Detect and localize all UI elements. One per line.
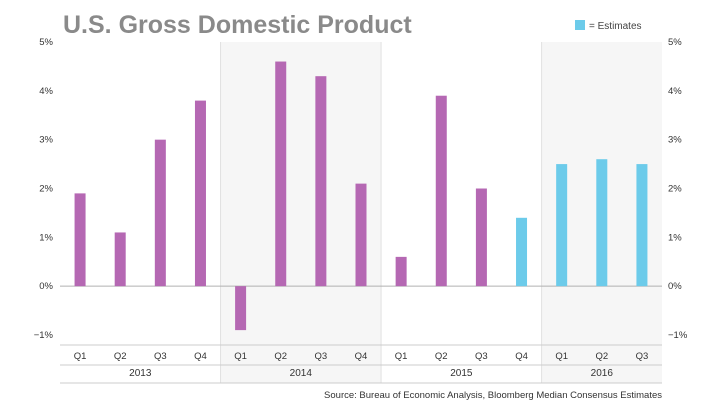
category-label: Q1 — [395, 351, 408, 362]
bar — [154, 139, 166, 287]
category-label: Q3 — [636, 351, 649, 362]
bar — [596, 159, 608, 287]
chart-title: U.S. Gross Domestic Product — [63, 11, 412, 39]
y-axis-right: −1% 0% 1% 2% 3% 4% 5% — [668, 37, 688, 341]
year-label: 2015 — [450, 368, 473, 379]
legend-label: = Estimates — [589, 21, 642, 32]
y-tick-label-left: 3% — [39, 135, 53, 146]
bar — [435, 95, 447, 287]
year-panel-2013 — [60, 42, 221, 383]
year-label: 2016 — [591, 368, 614, 379]
y-tick-label-right: 3% — [668, 135, 682, 146]
category-label: Q4 — [515, 351, 528, 362]
x-axis-years: 2013 2014 2015 2016 — [129, 368, 613, 379]
category-label: Q3 — [475, 351, 488, 362]
bar — [355, 183, 367, 287]
category-label: Q2 — [274, 351, 287, 362]
y-tick-label-right: 4% — [668, 86, 682, 97]
category-label: Q4 — [355, 351, 368, 362]
category-label: Q2 — [435, 351, 448, 362]
legend-swatch — [575, 20, 585, 30]
y-tick-label-right: 5% — [668, 37, 682, 48]
bar — [475, 188, 487, 287]
bar — [235, 286, 247, 331]
bar — [275, 61, 287, 287]
y-tick-label-right: 2% — [668, 184, 682, 195]
year-panel-2014 — [220, 42, 382, 383]
year-label: 2013 — [129, 368, 152, 379]
legend: = Estimates — [575, 20, 642, 32]
category-label: Q1 — [74, 351, 87, 362]
y-axis-left: −1% 0% 1% 2% 3% 4% 5% — [34, 37, 54, 341]
year-panel-2015 — [381, 42, 542, 383]
bar — [395, 256, 407, 287]
bar — [636, 164, 648, 287]
bar — [516, 217, 528, 287]
y-tick-label-left: 0% — [39, 281, 53, 292]
category-label: Q3 — [154, 351, 167, 362]
y-tick-label-left: 2% — [39, 184, 53, 195]
bar — [74, 193, 86, 287]
y-tick-label-left: 4% — [39, 86, 53, 97]
y-tick-label-left: 5% — [39, 37, 53, 48]
y-tick-label-right: 1% — [668, 232, 682, 243]
y-tick-label-right: 0% — [668, 281, 682, 292]
category-label: Q1 — [234, 351, 247, 362]
x-axis-categories: Q1 Q2 Q3 Q4 Q1 Q2 Q3 Q4 Q1 Q2 Q3 Q4 Q1 Q2 Q3 — [74, 351, 649, 362]
bar — [114, 232, 126, 287]
category-label: Q2 — [114, 351, 127, 362]
y-tick-label-right: −1% — [668, 330, 688, 341]
bars — [74, 61, 648, 331]
bar — [556, 164, 568, 287]
category-label: Q1 — [555, 351, 568, 362]
y-tick-label-left: −1% — [34, 330, 54, 341]
y-tick-label-left: 1% — [39, 232, 53, 243]
year-label: 2014 — [290, 368, 313, 379]
category-label: Q3 — [315, 351, 328, 362]
bar — [315, 76, 327, 287]
source-note: Source: Bureau of Economic Analysis, Blo… — [324, 390, 662, 401]
category-label: Q2 — [595, 351, 608, 362]
bar — [194, 100, 206, 287]
category-label: Q4 — [194, 351, 207, 362]
